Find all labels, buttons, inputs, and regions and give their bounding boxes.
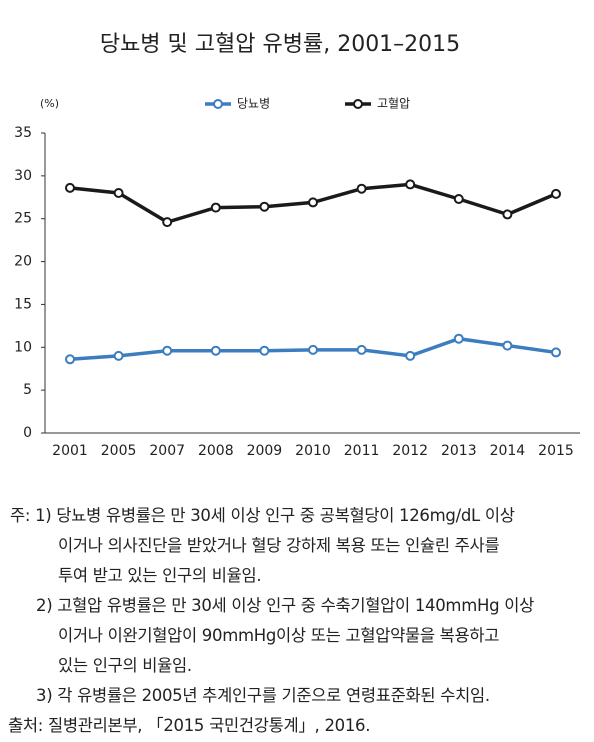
point: [210, 202, 221, 213]
legend-marker: [353, 99, 363, 109]
x-tick-label: 2009: [247, 443, 283, 459]
footnote: 출처: 질병관리본부, 「2015 국민건강통계」, 2016.: [8, 716, 371, 735]
y-tick-label: 20: [14, 254, 32, 270]
footnote: 2) 고혈압 유병률은 만 30세 이상 인구 중 수축기혈압이 140mmHg…: [36, 596, 534, 615]
y-tick-label: 30: [14, 168, 32, 184]
point: [113, 188, 124, 198]
x-tick-label: 2007: [149, 443, 185, 459]
point: [405, 179, 416, 190]
point: [502, 209, 513, 220]
point: [405, 350, 416, 361]
point: [259, 201, 270, 212]
point: [356, 183, 367, 194]
footnote: 있는 인구의 비율임.: [58, 656, 192, 675]
y-tick-label: 15: [14, 296, 32, 312]
point: [162, 345, 173, 356]
x-tick-label: 2014: [490, 443, 526, 459]
y-tick-label: 25: [14, 211, 32, 227]
y-tick-label: 5: [23, 382, 32, 398]
x-tick-label: 2005: [101, 443, 137, 459]
point: [162, 217, 173, 228]
y-unit: (%): [40, 97, 59, 110]
point: [551, 347, 561, 358]
x-tick-label: 2013: [441, 443, 477, 459]
x-tick-label: 2001: [52, 443, 88, 459]
point: [210, 345, 221, 356]
x-tick-label: 2012: [392, 443, 428, 459]
y-tick-label: 35: [14, 125, 32, 141]
point: [453, 194, 464, 204]
footnote: 투여 받고 있는 인구의 비율임.: [58, 566, 262, 585]
point: [308, 197, 318, 208]
legend-marker: [213, 99, 223, 109]
point: [356, 344, 367, 355]
x-tick-label: 2008: [198, 443, 234, 459]
point: [65, 354, 75, 365]
footnote: 주: 1) 당뇨병 유병률은 만 30세 이상 인구 중 공복혈당이 126mg…: [10, 506, 515, 525]
point: [113, 350, 124, 361]
chart-title: 당뇨병 및 고혈압 유병률, 2001–2015: [100, 32, 460, 57]
point: [259, 345, 270, 356]
x-tick-label: 2011: [344, 443, 380, 459]
point: [551, 188, 561, 199]
footnote: 이거나 이완기혈압이 90mmHg이상 또는 고혈압약물을 복용하고: [58, 626, 500, 645]
footnote: 이거나 의사진단을 받았거나 혈당 강하제 복용 또는 인슐린 주사를: [58, 536, 500, 555]
legend-label: 고혈압: [377, 97, 410, 111]
x-tick-label: 2015: [538, 443, 574, 459]
point: [453, 333, 464, 344]
point: [502, 340, 513, 351]
legend-label: 당뇨병: [237, 97, 270, 111]
x-tick-label: 2010: [295, 443, 331, 459]
footnote: 3) 각 유병률은 2005년 추계인구를 기준으로 연령표준화된 수치임.: [36, 686, 490, 705]
y-tick-label: 0: [23, 425, 32, 441]
point: [308, 344, 318, 355]
y-tick-label: 10: [14, 339, 32, 355]
point: [65, 182, 75, 193]
chart: 당뇨병 및 고혈압 유병률, 2001–2015 (%) 0 5 10 15 20 25 3…: [14, 32, 580, 459]
